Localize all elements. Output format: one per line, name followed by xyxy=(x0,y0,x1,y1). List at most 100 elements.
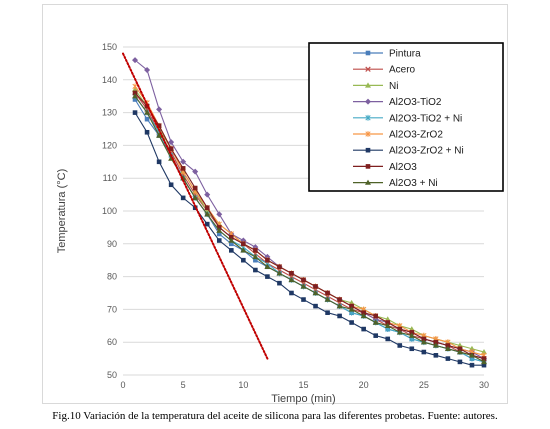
data-point xyxy=(396,329,403,335)
data-point xyxy=(277,280,282,286)
y-tick-label: 100 xyxy=(102,206,117,216)
data-point xyxy=(132,57,139,64)
data-point xyxy=(349,320,354,325)
tick-labels: 50 60 70 80 90 100 110 120 130 140 150 0 5 10 15 20 25 30 xyxy=(102,42,489,390)
data-point xyxy=(300,283,307,289)
data-point xyxy=(144,109,151,115)
data-point xyxy=(397,326,403,332)
data-point xyxy=(156,159,162,165)
data-point xyxy=(385,320,391,325)
legend-entry: Al2O3-ZrO2 + Ni xyxy=(353,146,464,157)
data-point xyxy=(180,195,186,201)
data-point xyxy=(132,93,139,99)
data-point xyxy=(180,158,187,165)
legend-swatch-marker xyxy=(365,147,371,153)
data-point xyxy=(457,359,463,365)
data-point xyxy=(216,225,222,230)
legend-label: Acero xyxy=(389,65,416,76)
legend-entry: Al2O3 xyxy=(353,162,417,173)
data-point xyxy=(325,290,330,296)
y-tick-label: 60 xyxy=(107,337,117,347)
data-point xyxy=(348,299,355,306)
data-point xyxy=(361,326,366,332)
legend-entry: Al2O3-TiO2 xyxy=(353,97,442,108)
data-point xyxy=(408,326,415,332)
legend-swatch-marker xyxy=(365,131,371,137)
data-point xyxy=(132,110,138,115)
data-point xyxy=(156,123,162,129)
legend-entry: Al2O3-ZrO2 xyxy=(353,130,443,141)
data-point xyxy=(313,303,318,309)
y-tick-label: 110 xyxy=(103,173,117,183)
data-point xyxy=(204,221,210,227)
series-al2o3-zro2-ni xyxy=(132,110,487,368)
x-tick-label: 5 xyxy=(181,380,186,390)
data-point xyxy=(168,139,175,146)
data-point xyxy=(445,356,451,361)
data-point xyxy=(132,90,138,96)
series-lines xyxy=(132,57,487,368)
legend-swatch-marker xyxy=(365,50,371,56)
x-tick-label: 0 xyxy=(120,380,125,390)
data-point xyxy=(481,362,487,368)
data-point xyxy=(372,319,379,325)
data-point xyxy=(253,257,258,263)
data-point xyxy=(204,211,211,217)
data-point xyxy=(445,343,451,348)
data-point xyxy=(288,276,295,283)
data-point xyxy=(265,274,270,279)
y-tick-label: 50 xyxy=(107,370,117,380)
y-axis-title: Temperatura (°C) xyxy=(56,169,68,253)
y-tick-label: 70 xyxy=(107,304,117,314)
x-tick-label: 15 xyxy=(298,380,308,390)
data-point xyxy=(433,353,439,358)
data-point xyxy=(336,303,343,309)
temperature-chart: 50 60 70 80 90 100 110 120 130 140 150 0 5 10 15 20 25 30… xyxy=(56,42,504,405)
x-tick-label: 10 xyxy=(238,380,248,390)
data-point xyxy=(180,166,186,171)
data-point xyxy=(457,346,463,352)
legend-swatch-marker xyxy=(365,66,371,72)
legend-swatch-marker xyxy=(365,179,371,185)
data-point xyxy=(192,194,199,201)
legend-label: Ni xyxy=(389,81,398,92)
data-point xyxy=(361,310,366,315)
data-point xyxy=(229,248,234,253)
data-point xyxy=(481,356,487,361)
data-point xyxy=(324,296,331,302)
data-point xyxy=(409,346,415,352)
legend: Pintura Acero Ni Al2O3-TiO2 Al2O3-TiO2 + Ni A… xyxy=(308,42,504,192)
data-point xyxy=(468,352,475,358)
y-tick-label: 140 xyxy=(102,75,117,85)
legend-label: Al2O3 + Ni xyxy=(389,178,438,189)
data-point xyxy=(192,168,199,175)
data-point xyxy=(144,116,150,122)
data-point xyxy=(241,257,246,263)
legend-entry: Acero xyxy=(353,65,416,76)
data-point xyxy=(301,297,306,302)
data-point xyxy=(204,191,211,198)
data-point xyxy=(349,303,354,309)
series-al2o3-ni xyxy=(132,93,487,365)
data-point xyxy=(469,362,475,368)
legend-label: Al2O3-ZrO2 xyxy=(389,130,443,141)
data-point xyxy=(168,146,174,151)
data-point xyxy=(229,234,234,240)
data-point xyxy=(408,332,415,338)
data-point xyxy=(204,205,210,211)
data-point xyxy=(228,237,235,243)
data-point xyxy=(192,205,198,211)
data-point xyxy=(420,339,427,345)
data-point xyxy=(277,264,282,270)
data-point xyxy=(337,313,342,319)
data-point xyxy=(444,345,451,351)
data-point xyxy=(409,330,415,335)
data-point xyxy=(433,339,439,345)
data-point xyxy=(253,267,258,273)
y-tick-label: 80 xyxy=(107,272,117,282)
data-point xyxy=(373,313,378,319)
y-tick-label: 150 xyxy=(102,42,117,52)
legend-label: Al2O3-TiO2 + Ni xyxy=(389,113,462,124)
y-tick-label: 130 xyxy=(102,108,117,118)
data-point xyxy=(241,241,246,247)
